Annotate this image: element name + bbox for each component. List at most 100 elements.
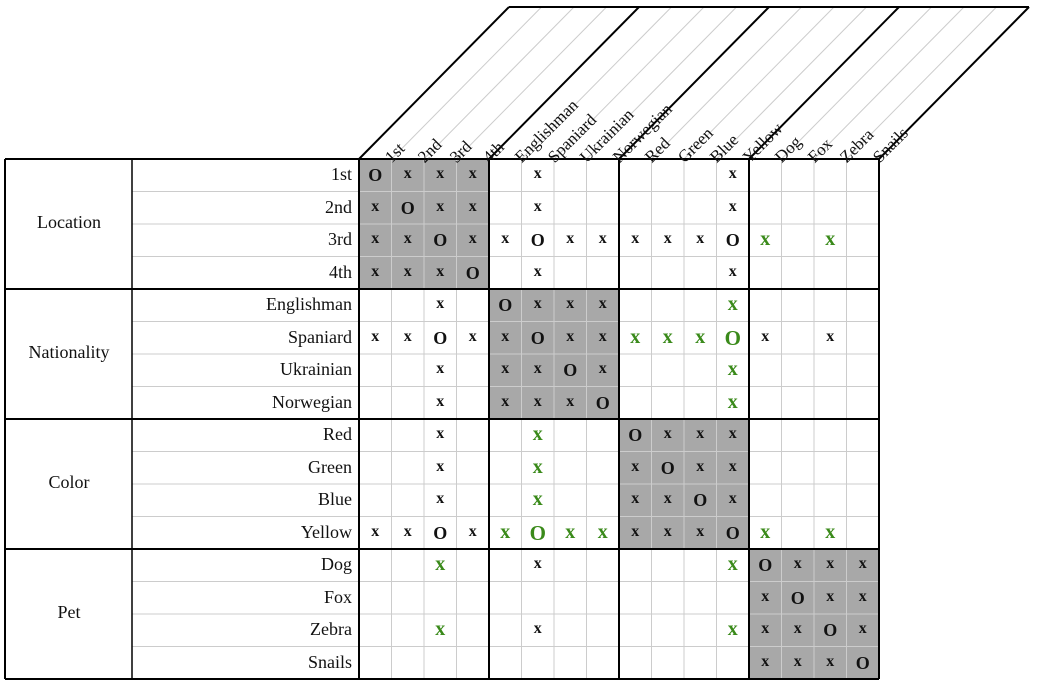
grid-cell-mark[interactable]: x — [761, 620, 770, 637]
grid-cell-mark[interactable]: x — [793, 620, 802, 637]
grid-cell-mark[interactable]: x — [727, 618, 738, 640]
grid-cell-mark[interactable]: x — [663, 425, 672, 442]
grid-cell-mark[interactable]: x — [826, 555, 835, 572]
grid-cell-mark[interactable]: x — [403, 327, 412, 345]
grid-cell-mark[interactable]: x — [793, 555, 802, 572]
grid-cell-mark[interactable]: x — [728, 165, 737, 182]
grid-cell-mark[interactable]: x — [436, 490, 445, 507]
grid-cell-mark[interactable]: x — [728, 262, 737, 280]
grid-cell-mark[interactable]: x — [761, 652, 770, 670]
grid-cell-mark[interactable]: x — [436, 197, 445, 215]
grid-cell-mark[interactable]: x — [631, 522, 640, 540]
grid-cell-mark[interactable]: x — [598, 230, 607, 247]
grid-cell-mark[interactable]: x — [727, 358, 738, 380]
grid-cell-mark[interactable]: x — [371, 197, 380, 215]
grid-cell-mark[interactable]: x — [501, 327, 510, 345]
grid-cell-mark[interactable]: x — [565, 520, 576, 543]
grid-cell-mark[interactable]: O — [758, 555, 773, 575]
grid-cell-mark[interactable]: O — [400, 197, 415, 218]
grid-cell-mark[interactable]: x — [825, 228, 836, 250]
grid-cell-mark[interactable]: O — [433, 230, 448, 250]
grid-cell-mark[interactable]: x — [468, 230, 477, 247]
grid-cell-mark[interactable]: x — [598, 360, 607, 377]
grid-cell-mark[interactable]: O — [725, 522, 740, 543]
grid-cell-mark[interactable]: x — [468, 165, 477, 182]
grid-cell-mark[interactable]: x — [371, 230, 380, 247]
grid-cell-mark[interactable]: x — [728, 425, 737, 442]
grid-cell-mark[interactable]: x — [533, 197, 542, 215]
grid-cell-mark[interactable]: x — [532, 455, 543, 478]
grid-cell-mark[interactable]: O — [595, 392, 610, 413]
grid-cell-mark[interactable]: x — [696, 522, 705, 540]
grid-cell-mark[interactable]: O — [433, 327, 448, 348]
grid-cell-mark[interactable]: x — [826, 652, 835, 670]
grid-cell-mark[interactable]: x — [403, 165, 412, 182]
grid-cell-mark[interactable]: x — [566, 230, 575, 247]
grid-cell-mark[interactable]: x — [501, 392, 510, 410]
grid-cell-mark[interactable]: x — [760, 520, 771, 543]
grid-cell-mark[interactable]: x — [598, 295, 607, 312]
grid-cell-mark[interactable]: x — [468, 327, 477, 345]
grid-cell-mark[interactable]: x — [727, 293, 738, 315]
grid-cell-mark[interactable]: x — [532, 488, 543, 510]
grid-cell-mark[interactable]: x — [533, 620, 542, 637]
grid-cell-mark[interactable]: x — [436, 295, 445, 312]
grid-cell-mark[interactable]: x — [826, 587, 835, 605]
grid-cell-mark[interactable]: x — [728, 457, 737, 475]
grid-cell-mark[interactable]: x — [793, 652, 802, 670]
grid-cell-mark[interactable]: x — [371, 522, 380, 540]
grid-cell-mark[interactable]: O — [563, 360, 578, 380]
grid-cell-mark[interactable]: x — [436, 425, 445, 442]
grid-cell-mark[interactable]: x — [533, 295, 542, 312]
grid-cell-mark[interactable]: x — [663, 522, 672, 540]
grid-cell-mark[interactable]: x — [533, 360, 542, 377]
grid-cell-mark[interactable]: x — [468, 197, 477, 215]
grid-cell-mark[interactable]: O — [530, 327, 545, 348]
grid-cell-mark[interactable]: x — [403, 230, 412, 247]
grid-cell-mark[interactable]: x — [663, 230, 672, 247]
grid-cell-mark[interactable]: x — [631, 457, 640, 475]
grid-cell-mark[interactable]: O — [725, 230, 740, 250]
grid-cell-mark[interactable]: O — [724, 325, 741, 350]
grid-cell-mark[interactable]: x — [468, 522, 477, 540]
grid-cell-mark[interactable]: x — [858, 587, 867, 605]
grid-cell-mark[interactable]: x — [727, 390, 738, 413]
grid-cell-mark[interactable]: O — [628, 425, 643, 445]
grid-cell-mark[interactable]: x — [597, 520, 608, 543]
grid-cell-mark[interactable]: x — [435, 618, 446, 640]
grid-cell-mark[interactable]: x — [533, 392, 542, 410]
grid-cell-mark[interactable]: x — [403, 262, 412, 280]
grid-cell-mark[interactable]: O — [790, 587, 805, 608]
grid-cell-mark[interactable]: O — [465, 262, 480, 283]
grid-cell-mark[interactable]: x — [532, 423, 543, 445]
grid-cell-mark[interactable]: x — [533, 165, 542, 182]
grid-cell-mark[interactable]: x — [696, 425, 705, 442]
grid-cell-mark[interactable]: x — [696, 230, 705, 247]
grid-cell-mark[interactable]: x — [436, 457, 445, 475]
grid-cell-mark[interactable]: x — [403, 522, 412, 540]
grid-cell-mark[interactable]: x — [761, 327, 770, 345]
grid-cell-mark[interactable]: x — [631, 230, 640, 247]
grid-cell-mark[interactable]: x — [760, 228, 771, 250]
grid-cell-mark[interactable]: x — [662, 325, 673, 348]
grid-cell-mark[interactable]: x — [826, 327, 835, 345]
grid-cell-mark[interactable]: x — [696, 457, 705, 475]
grid-cell-mark[interactable]: x — [371, 262, 380, 280]
grid-cell-mark[interactable]: O — [433, 522, 448, 543]
grid-cell-mark[interactable]: x — [858, 555, 867, 572]
grid-cell-mark[interactable]: x — [825, 520, 836, 543]
grid-cell-mark[interactable]: x — [436, 165, 445, 182]
grid-cell-mark[interactable]: x — [566, 327, 575, 345]
grid-cell-mark[interactable]: x — [695, 325, 706, 348]
grid-cell-mark[interactable]: x — [761, 587, 770, 605]
grid-cell-mark[interactable]: O — [498, 295, 513, 315]
grid-cell-mark[interactable]: x — [436, 360, 445, 377]
grid-cell-mark[interactable]: O — [823, 620, 838, 640]
grid-cell-mark[interactable]: x — [436, 262, 445, 280]
grid-cell-mark[interactable]: x — [566, 392, 575, 410]
grid-cell-mark[interactable]: x — [728, 197, 737, 215]
grid-cell-mark[interactable]: x — [631, 490, 640, 507]
grid-cell-mark[interactable]: x — [566, 295, 575, 312]
grid-cell-mark[interactable]: x — [630, 325, 641, 348]
grid-cell-mark[interactable]: O — [368, 165, 383, 185]
